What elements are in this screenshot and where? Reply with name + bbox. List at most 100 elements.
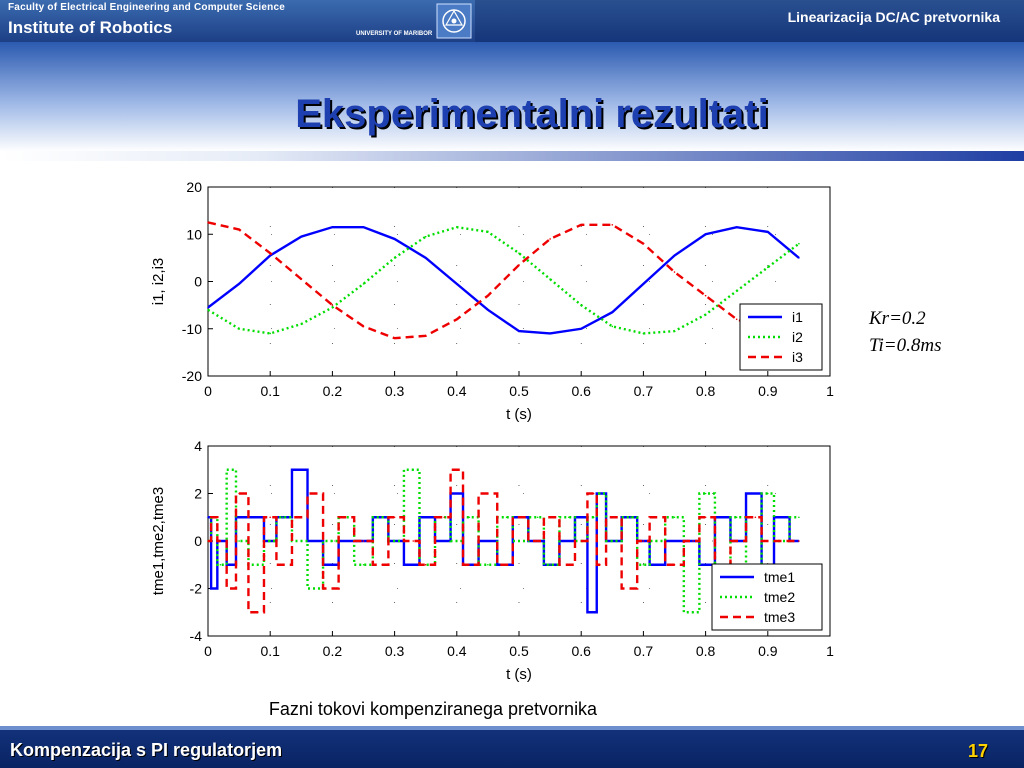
data-point-tme1 bbox=[704, 563, 707, 566]
data-point-i2 bbox=[424, 235, 427, 238]
data-point-tme1 bbox=[412, 563, 415, 566]
data-point-i1 bbox=[362, 226, 365, 228]
data-point-tme2 bbox=[456, 540, 458, 542]
data-point-i1 bbox=[238, 283, 240, 285]
faculty-name: Faculty of Electrical Engineering and Co… bbox=[8, 2, 285, 13]
x-tick-label: 0.2 bbox=[323, 643, 343, 659]
param-ti: Ti=0.8ms bbox=[869, 335, 942, 356]
data-point-tme3 bbox=[213, 516, 216, 519]
data-point-tme3 bbox=[456, 468, 458, 471]
series-line-i1 bbox=[208, 225, 800, 335]
x-tick-label: 0 bbox=[204, 383, 212, 399]
data-point-tme1 bbox=[592, 611, 595, 614]
data-point-tme3 bbox=[344, 516, 346, 519]
data-point-i2 bbox=[549, 278, 551, 280]
data-point-tme2 bbox=[599, 492, 601, 495]
data-point-i3 bbox=[393, 337, 396, 340]
data-point-tme3 bbox=[611, 516, 614, 519]
data-point-tme1 bbox=[567, 540, 570, 542]
data-point-tme1 bbox=[344, 540, 346, 542]
data-point-i3 bbox=[238, 228, 240, 231]
x-tick-label: 0.9 bbox=[758, 383, 778, 399]
data-point-tme2 bbox=[592, 516, 595, 519]
legend-label-i1: i1 bbox=[792, 309, 803, 325]
data-point-tme3 bbox=[487, 492, 489, 495]
data-point-i2 bbox=[642, 332, 645, 335]
data-point-tme3 bbox=[754, 516, 757, 519]
data-point-i1 bbox=[704, 233, 707, 236]
institute-name: Institute of Robotics bbox=[8, 18, 173, 37]
data-point-tme3 bbox=[549, 516, 551, 519]
data-point-tme2 bbox=[281, 516, 284, 519]
data-point-tme3 bbox=[642, 540, 645, 542]
data-point-i2 bbox=[611, 325, 614, 328]
data-point-i1 bbox=[207, 306, 209, 309]
data-point-tme2 bbox=[256, 563, 259, 566]
data-point-tme3 bbox=[505, 563, 508, 566]
data-point-tme2 bbox=[704, 492, 707, 495]
data-point-tme3 bbox=[362, 540, 365, 542]
x-tick-label: 0.5 bbox=[509, 383, 529, 399]
data-point-i2 bbox=[456, 226, 458, 228]
data-point-i3 bbox=[269, 252, 272, 254]
data-point-tme2 bbox=[219, 563, 222, 566]
x-axis-label: t (s) bbox=[506, 406, 532, 423]
data-point-tme1 bbox=[580, 516, 582, 519]
data-point-tme3 bbox=[312, 492, 315, 495]
series-line-i2 bbox=[208, 225, 800, 335]
data-point-tme3 bbox=[238, 492, 240, 495]
title-band bbox=[0, 42, 1024, 152]
data-point-i3 bbox=[704, 294, 707, 297]
data-point-tme3 bbox=[219, 540, 222, 542]
data-point-tme2 bbox=[468, 516, 471, 519]
faculty-logo: Faculty of Electrical Engineering and Co… bbox=[0, 0, 475, 42]
data-point-tme2 bbox=[505, 516, 508, 519]
y-tick-label: -10 bbox=[182, 321, 202, 337]
x-tick-label: 0.8 bbox=[696, 383, 716, 399]
data-point-tme1 bbox=[331, 563, 334, 566]
data-point-tme2 bbox=[655, 540, 657, 542]
data-point-i1 bbox=[518, 330, 520, 332]
data-point-i2 bbox=[518, 252, 520, 254]
data-point-i1 bbox=[642, 283, 645, 285]
data-point-tme3 bbox=[767, 540, 769, 542]
data-point-tme2 bbox=[232, 468, 234, 471]
x-tick-label: 0.8 bbox=[696, 643, 716, 659]
x-tick-label: 0.3 bbox=[385, 643, 405, 659]
series-line-i3 bbox=[208, 221, 799, 340]
data-point-tme3 bbox=[779, 540, 782, 542]
data-point-i1 bbox=[767, 231, 769, 233]
data-point-tme1 bbox=[754, 492, 757, 495]
data-point-i3 bbox=[362, 325, 365, 328]
footer-bar bbox=[0, 730, 1024, 768]
data-point-tme2 bbox=[798, 516, 800, 519]
data-point-tme3 bbox=[580, 540, 582, 542]
data-point-tme3 bbox=[704, 516, 707, 519]
data-point-i2 bbox=[487, 231, 489, 233]
legend-label-tme1: tme1 bbox=[764, 569, 795, 585]
data-point-i2 bbox=[238, 327, 240, 330]
legend-label-i2: i2 bbox=[792, 329, 803, 345]
data-point-tme3 bbox=[331, 587, 334, 590]
data-point-tme2 bbox=[642, 563, 645, 566]
data-point-tme3 bbox=[592, 492, 595, 495]
data-point-tme2 bbox=[630, 516, 632, 519]
y-axis-label: tme1,tme2,tme3 bbox=[150, 487, 167, 595]
y-axis-label: i1, i2,i3 bbox=[150, 258, 167, 306]
data-point-i3 bbox=[549, 238, 551, 240]
x-tick-label: 0.7 bbox=[634, 643, 654, 659]
university-name: UNIVERSITY OF MARIBOR bbox=[356, 31, 433, 37]
data-point-tme3 bbox=[630, 587, 632, 590]
y-tick-label: 2 bbox=[194, 486, 202, 502]
x-tick-label: 1 bbox=[826, 643, 834, 659]
data-point-tme2 bbox=[767, 492, 769, 495]
data-point-i2 bbox=[300, 323, 303, 325]
data-point-i2 bbox=[767, 266, 769, 269]
data-point-i2 bbox=[331, 306, 334, 309]
data-point-i3 bbox=[424, 335, 427, 337]
x-tick-label: 0.7 bbox=[634, 383, 654, 399]
data-point-tme1 bbox=[232, 563, 234, 566]
x-axis-label: t (s) bbox=[506, 666, 532, 683]
x-tick-label: 0.5 bbox=[509, 643, 529, 659]
y-tick-label: 4 bbox=[194, 438, 202, 454]
